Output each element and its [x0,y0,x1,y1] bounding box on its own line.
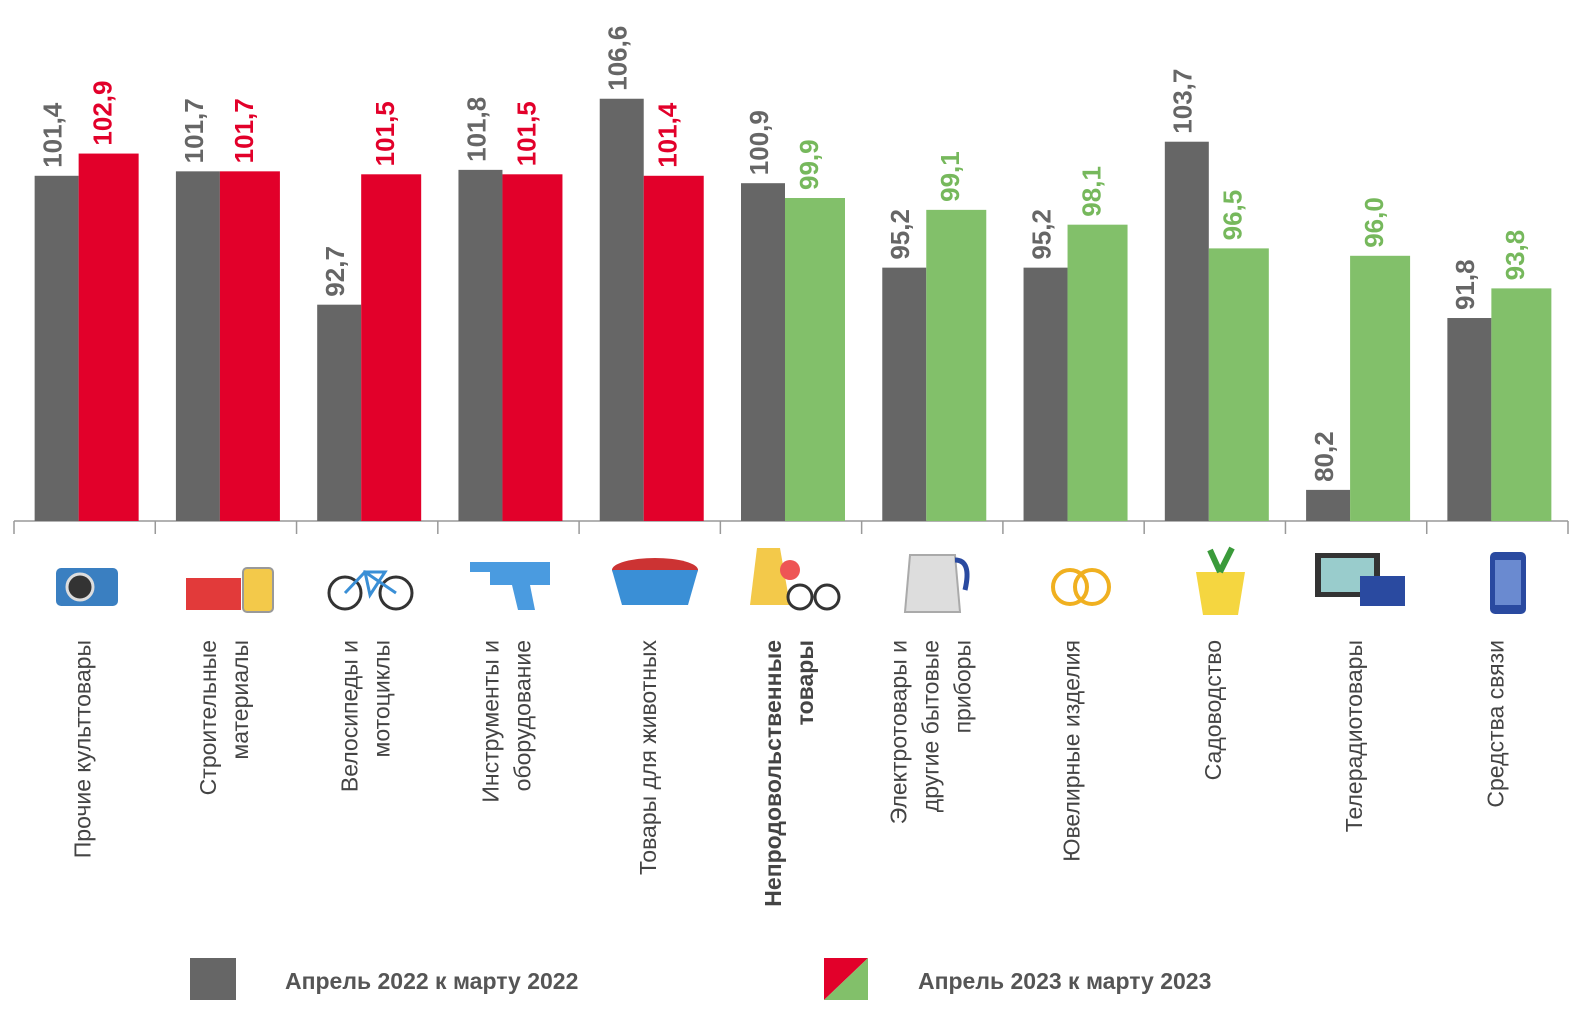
value-label: 99,9 [794,139,824,190]
value-label: 101,5 [370,101,400,166]
icon-kettle [954,557,970,591]
x-tick-label: Прочие культтовары [70,640,96,858]
x-tick-label: материалы [227,640,253,760]
icon-plant [1207,546,1235,574]
icon-laptop [1360,576,1405,606]
x-tick-label: Непродовольственные [760,640,786,907]
bar [1350,255,1411,521]
bar [458,169,503,521]
bar [1306,489,1351,521]
x-tick-label: другие бытовые [917,640,943,812]
value-label: 101,4 [38,102,68,168]
icon-kettle [903,554,962,613]
x-tick-label: Велосипеды и [336,640,362,792]
value-label: 101,8 [461,97,491,162]
icon-clothes [750,548,790,605]
icon-can [242,567,274,613]
icons [56,546,1526,615]
icon-bike [343,570,397,599]
x-tick-label: Ювелирные изделия [1059,640,1085,862]
bar [785,198,845,521]
x-tick-label: Инструменты и [478,640,504,803]
icon-camera [65,572,95,602]
icon-bike [786,583,814,611]
icon-pot [1196,572,1245,615]
bar [741,183,785,522]
value-label: 101,5 [511,101,541,166]
icon-rings [1051,568,1089,606]
value-label: 92,7 [320,246,350,297]
value-label: 96,5 [1218,190,1248,241]
value-label: 96,0 [1359,197,1389,248]
value-label: 106,6 [603,26,633,91]
icon-bowl [612,570,698,605]
value-label: 93,8 [1500,230,1530,281]
value-label: 80,2 [1309,431,1339,482]
value-label: 98,1 [1076,166,1106,217]
x-tick-label: Телерадиотовары [1341,640,1367,832]
value-label: 101,7 [179,98,209,163]
legend-swatch [824,958,868,1000]
bar [219,171,280,522]
icon-drill [470,562,550,610]
bar [643,175,704,521]
x-tick-label: Садоводство [1200,640,1226,780]
bar [1164,141,1209,521]
bar [34,175,79,521]
icon-bricks [186,578,241,610]
x-tick-label: приборы [949,640,975,733]
icon-bike [813,583,841,611]
icon-phone [1495,560,1521,605]
x-tick-label: Строительные [195,640,221,795]
value-label: 101,4 [653,102,683,168]
bar [1447,318,1492,521]
icon-balloon [780,560,800,580]
bar [1208,248,1269,521]
x-tick-label: Средства связи [1482,640,1508,808]
bar [502,174,563,521]
legend-label: Апрель 2022 к марту 2022 [285,968,578,994]
value-label: 101,7 [229,98,259,163]
x-tick-label: товары [792,640,818,725]
value-label: 100,9 [744,110,774,175]
value-label: 102,9 [88,80,118,145]
value-label: 95,2 [1026,209,1056,260]
x-tick-label: Товары для животных [635,640,661,875]
x-tick-label: мотоциклы [368,640,394,757]
bar [361,174,422,521]
bar [1023,267,1068,521]
icon-bike [378,575,414,611]
value-label: 99,1 [935,151,965,202]
icon-rings [1073,568,1111,606]
value-label: 91,8 [1450,259,1480,310]
bar [926,209,987,522]
bar [175,171,220,522]
bar [317,304,362,521]
value-label: 103,7 [1168,69,1198,134]
value-label: 95,2 [885,209,915,260]
bar [78,153,139,521]
bar [1491,288,1552,521]
bar [1067,224,1128,521]
x-tick-label: Электротовары и [885,640,911,824]
legend-swatch [190,958,236,1000]
x-tick-label: оборудование [510,640,536,791]
bar [882,267,927,521]
icon-bike [327,575,363,611]
bar [599,98,644,521]
legend-label: Апрель 2023 к марту 2023 [918,968,1211,994]
